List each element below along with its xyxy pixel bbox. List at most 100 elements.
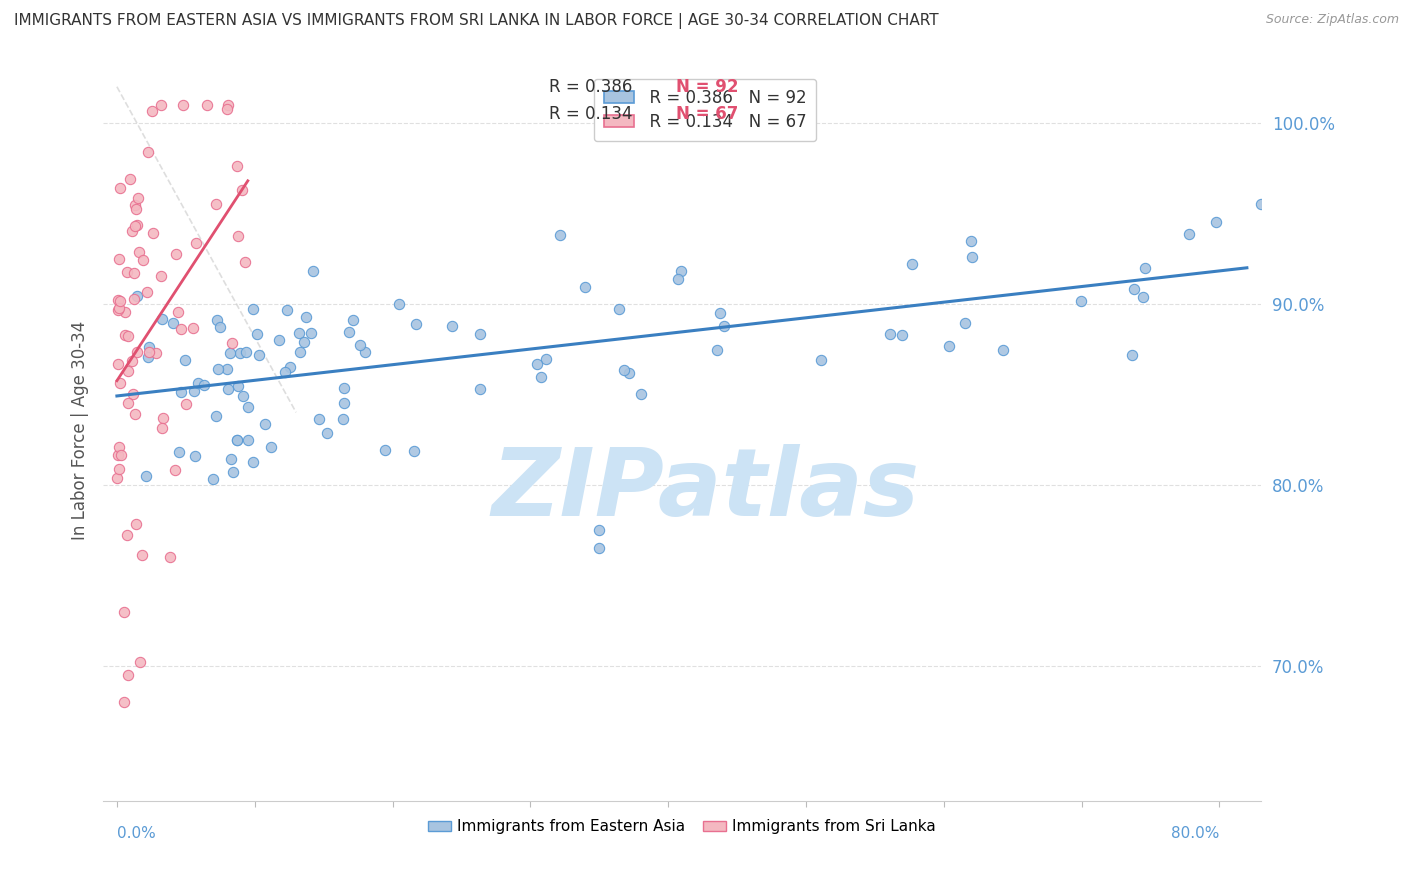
Point — [149, 98, 172, 112]
Point — [114, 327, 136, 342]
Point — [1132, 290, 1154, 304]
Point — [548, 227, 571, 242]
Point — [630, 386, 652, 401]
Point — [218, 345, 240, 359]
Point — [273, 365, 295, 379]
Point — [354, 345, 377, 359]
Point — [1178, 227, 1201, 241]
Point — [292, 334, 315, 349]
Point — [181, 321, 204, 335]
Point — [1070, 293, 1092, 308]
Point — [112, 605, 135, 619]
Point — [810, 352, 832, 367]
Text: N = 67: N = 67 — [676, 104, 738, 123]
Point — [131, 548, 153, 562]
Point — [526, 357, 548, 371]
Text: 80.0%: 80.0% — [1171, 826, 1219, 841]
Point — [165, 247, 187, 261]
Point — [530, 370, 553, 384]
Point — [184, 235, 207, 250]
Point — [960, 234, 983, 248]
Point — [170, 384, 193, 399]
Point — [1250, 197, 1272, 211]
Point — [222, 465, 245, 479]
Point — [105, 471, 128, 485]
Point — [468, 326, 491, 341]
Point — [236, 433, 259, 447]
Point — [630, 116, 652, 130]
Point — [706, 343, 728, 357]
Point — [955, 316, 977, 330]
Point — [295, 310, 318, 324]
Point — [129, 655, 152, 669]
Point — [124, 219, 146, 233]
Point — [202, 472, 225, 486]
Point — [713, 318, 735, 333]
Point — [993, 343, 1015, 357]
Point — [1122, 282, 1144, 296]
Point — [349, 337, 371, 351]
Point — [308, 412, 330, 426]
Point — [110, 376, 132, 391]
Point — [108, 301, 131, 315]
Point — [128, 245, 150, 260]
Point — [219, 451, 242, 466]
Point — [332, 412, 354, 426]
Point — [468, 382, 491, 396]
Point — [388, 297, 411, 311]
Point — [217, 382, 239, 396]
Point — [226, 228, 249, 243]
Point — [225, 433, 247, 447]
Point — [124, 407, 146, 421]
Point — [138, 345, 160, 359]
Point — [225, 434, 247, 448]
Point — [193, 377, 215, 392]
Point — [150, 420, 173, 434]
Point — [145, 346, 167, 360]
Point — [316, 425, 339, 440]
Point — [135, 469, 157, 483]
Point — [231, 183, 253, 197]
Point — [217, 362, 239, 376]
Point — [441, 318, 464, 333]
Point — [195, 98, 218, 112]
Point — [107, 440, 129, 454]
Point — [242, 302, 264, 317]
Point — [107, 293, 129, 308]
Point — [617, 366, 640, 380]
Point — [125, 345, 148, 359]
Point — [163, 462, 186, 476]
Point — [242, 455, 264, 469]
Text: ZIPatlas: ZIPatlas — [491, 444, 920, 536]
Point — [253, 417, 276, 431]
Point — [117, 329, 139, 343]
Point — [246, 326, 269, 341]
Point — [1133, 260, 1156, 275]
Point — [207, 361, 229, 376]
Point — [150, 312, 173, 326]
Point — [208, 320, 231, 334]
Point — [125, 218, 148, 232]
Point — [278, 359, 301, 374]
Point — [176, 397, 198, 411]
Point — [162, 316, 184, 330]
Point — [247, 348, 270, 362]
Point — [108, 293, 131, 308]
Point — [141, 103, 163, 118]
Point — [183, 384, 205, 399]
Point — [121, 224, 143, 238]
Point — [150, 269, 173, 284]
Point — [374, 443, 396, 458]
Point — [173, 352, 195, 367]
Point — [125, 289, 148, 303]
Point — [184, 449, 207, 463]
Point — [127, 191, 149, 205]
Point — [299, 326, 322, 340]
Point — [121, 354, 143, 368]
Point — [215, 102, 238, 116]
Point — [107, 448, 129, 462]
Point — [666, 271, 689, 285]
Point — [136, 350, 159, 364]
Point — [131, 253, 153, 268]
Point — [108, 180, 131, 194]
